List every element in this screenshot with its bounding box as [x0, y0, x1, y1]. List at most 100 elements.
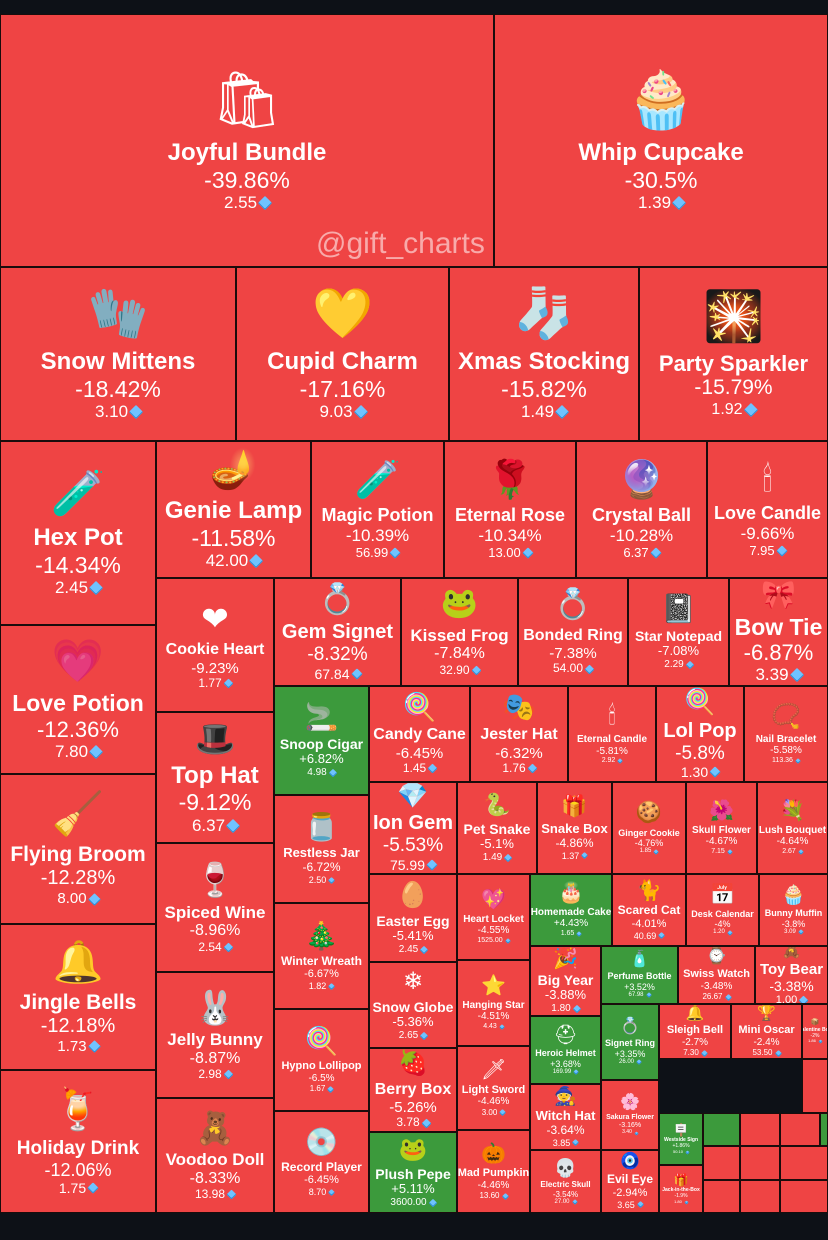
tile-candy-cane[interactable]: 🍭 Candy Cane -6.45% 1.45: [369, 686, 470, 782]
tile-small[interactable]: [740, 1146, 780, 1180]
tile-snoop-cigar[interactable]: 🚬 Snoop Cigar +6.82% 4.98: [274, 686, 369, 795]
watermark: @gift_charts: [316, 227, 485, 260]
tile-crystal-ball[interactable]: 🔮 Crystal Ball -10.28% 6.37: [576, 441, 707, 578]
tile-whip-cupcake[interactable]: 🧁 Whip Cupcake -30.5% 1.39: [494, 14, 828, 267]
tile-jester-hat[interactable]: 🎭 Jester Hat -6.32% 1.76: [470, 686, 568, 782]
sign-icon: 🪧: [673, 1123, 689, 1138]
tile-jack-in-the-box[interactable]: 🎁 Jack-in-the-Box -1.9% 1.80: [659, 1165, 703, 1213]
tile-kissed-frog[interactable]: 🐸 Kissed Frog -7.84% 32.90: [401, 578, 518, 686]
tile-change: -6.72%: [302, 860, 341, 875]
tile-sakura-flower[interactable]: 🌸 Sakura Flower -3.16% 3.40: [601, 1080, 659, 1150]
tile-hex-pot[interactable]: 🧪 Hex Pot -14.34% 2.45: [0, 441, 156, 625]
tile-evil-eye[interactable]: 🧿 Evil Eye -2.94% 3.65: [601, 1150, 659, 1213]
tile-lush-bouquet[interactable]: 💐 Lush Bouquet -4.64% 2.67: [757, 782, 828, 874]
tile-valentine-box[interactable]: 📦Valentine Box-2%1.86: [802, 1004, 828, 1059]
tile-heart-locket[interactable]: 💖 Heart Locket -4.55% 1525.00: [457, 874, 530, 960]
tile-gem-signet[interactable]: 💍 Gem Signet -8.32% 67.84: [274, 578, 401, 686]
tile-desk-calendar[interactable]: 📅 Desk Calendar -4% 1.20: [686, 874, 759, 946]
tile-cupid-charm[interactable]: 💛 Cupid Charm -17.16% 9.03: [236, 267, 449, 441]
tile-small[interactable]: [820, 1113, 828, 1146]
tile-small[interactable]: [802, 1059, 828, 1113]
tile-perfume-bottle[interactable]: 🧴 Perfume Bottle +3.52% 67.98: [601, 946, 678, 1004]
tile-eternal-candle[interactable]: 🕯 Eternal Candle -5.81% 2.92: [568, 686, 656, 782]
tile-nail-bracelet[interactable]: 📿 Nail Bracelet -5.58% 113.36: [744, 686, 828, 782]
tile-swiss-watch[interactable]: ⌚ Swiss Watch -3.48% 26.67: [678, 946, 755, 1004]
tile-name: Jelly Bunny: [167, 1030, 263, 1050]
tile-jingle-bells[interactable]: 🔔 Jingle Bells -12.18% 1.73: [0, 924, 156, 1070]
tile-toy-bear[interactable]: 🧸 Toy Bear -3.38% 1.00: [755, 946, 828, 1004]
tile-snake-box[interactable]: 🎁 Snake Box -4.86% 1.37: [537, 782, 612, 874]
tile-bow-tie[interactable]: 🎀 Bow Tie -6.87% 3.39: [729, 578, 828, 686]
tile-easter-egg[interactable]: 🥚 Easter Egg -5.41% 2.45: [369, 874, 457, 962]
diamond-icon: [328, 1188, 336, 1196]
tile-price: 3.40: [622, 1129, 632, 1136]
tile-ginger-cookie[interactable]: 🍪 Ginger Cookie -4.76% 1.85: [612, 782, 686, 874]
tile-signet-ring[interactable]: 💍 Signet Ring +3.35% 26.00: [601, 1004, 659, 1080]
tile-winter-wreath[interactable]: 🎄 Winter Wreath -6.67% 1.82: [274, 903, 369, 1009]
tile-small[interactable]: [740, 1180, 780, 1213]
tile-small[interactable]: [780, 1113, 820, 1146]
tile-price-row: 6.37: [192, 816, 241, 836]
tile-electric-skull[interactable]: 💀 Electric Skull -3.54% 27.00: [530, 1150, 601, 1213]
tile-voodoo-doll[interactable]: 🧸 Voodoo Doll -8.33% 13.98: [156, 1098, 274, 1213]
tile-homemade-cake[interactable]: 🎂 Homemade Cake +4.43% 1.65: [530, 874, 612, 946]
tile-small[interactable]: [740, 1113, 780, 1146]
tile-big-year[interactable]: 🎉 Big Year -3.88% 1.80: [530, 946, 601, 1016]
tile-change: -6.67%: [304, 968, 339, 981]
tile-small[interactable]: [703, 1113, 740, 1146]
tile-change: -14.34%: [35, 551, 121, 578]
tile-hanging-star[interactable]: ⭐ Hanging Star -4.51% 4.43: [457, 960, 530, 1046]
tile-record-player[interactable]: 💿 Record Player -6.45% 8.70: [274, 1111, 369, 1213]
tile-love-candle[interactable]: 🕯 Love Candle -9.66% 7.95: [707, 441, 828, 578]
tile-name: Jingle Bells: [19, 990, 137, 1014]
tile-westside-sign[interactable]: 🪧 Westside Sign +1.86% 50.10: [659, 1113, 703, 1165]
tile-lol-pop[interactable]: 🍭 Lol Pop -5.8% 1.30: [656, 686, 744, 782]
tile-mad-pumpkin[interactable]: 🎃 Mad Pumpkin -4.46% 13.60: [457, 1130, 530, 1213]
tile-skull-flower[interactable]: 🌺 Skull Flower -4.67% 7.15: [686, 782, 757, 874]
tile-small[interactable]: [703, 1180, 740, 1213]
tile-mini-oscar[interactable]: 🏆 Mini Oscar -2.4% 53.50: [731, 1004, 802, 1059]
tile-snow-globe[interactable]: ❄ Snow Globe -5.36% 2.65: [369, 962, 457, 1048]
tile-price-row: 42.00: [206, 551, 264, 571]
tile-small[interactable]: [703, 1146, 740, 1180]
tile-small[interactable]: [780, 1180, 828, 1213]
tile-magic-potion[interactable]: 🧪 Magic Potion -10.39% 56.99: [311, 441, 444, 578]
tile-scared-cat[interactable]: 🐈 Scared Cat -4.01% 40.69: [612, 874, 686, 946]
tile-genie-lamp[interactable]: 🪔 Genie Lamp -11.58% 42.00: [156, 441, 311, 578]
tile-cookie-heart[interactable]: ❤ Cookie Heart -9.23% 1.77: [156, 578, 274, 712]
tile-flying-broom[interactable]: 🧹 Flying Broom -12.28% 8.00: [0, 774, 156, 924]
tile-love-potion[interactable]: 💗 Love Potion -12.36% 7.80: [0, 625, 156, 774]
tile-eternal-rose[interactable]: 🌹 Eternal Rose -10.34% 13.00: [444, 441, 576, 578]
tile-bonded-ring[interactable]: 💍 Bonded Ring -7.38% 54.00: [518, 578, 628, 686]
tile-plush-pepe[interactable]: 🐸 Plush Pepe +5.11% 3600.00: [369, 1132, 457, 1213]
bracelet-icon: 📿: [771, 702, 801, 730]
tile-xmas-stocking[interactable]: 🧦 Xmas Stocking -15.82% 1.49: [449, 267, 639, 441]
tile-light-sword[interactable]: 🗡 Light Sword -4.46% 3.00: [457, 1046, 530, 1130]
tile-change: -12.36%: [37, 716, 119, 742]
tile-party-sparkler[interactable]: 🎇 Party Sparkler -15.79% 1.92: [639, 267, 828, 441]
tile-hypno-lollipop[interactable]: 🍭 Hypno Lollipop -6.5% 1.67: [274, 1009, 369, 1111]
tile-spiced-wine[interactable]: 🍷 Spiced Wine -8.96% 2.54: [156, 843, 274, 972]
tile-sleigh-bell[interactable]: 🔔 Sleigh Bell -2.7% 7.30: [659, 1004, 731, 1059]
tile-berry-box[interactable]: 🍓 Berry Box -5.26% 3.78: [369, 1048, 457, 1132]
tile-star-notepad[interactable]: 📓 Star Notepad -7.08% 2.29: [628, 578, 729, 686]
lollipop-icon: 🍭: [684, 687, 716, 716]
diamond-icon: [798, 995, 809, 1003]
jar-icon: 🫙: [304, 812, 339, 843]
tile-restless-jar[interactable]: 🫙 Restless Jar -6.72% 2.50: [274, 795, 369, 903]
tile-name: Witch Hat: [535, 1107, 596, 1123]
tile-snow-mittens[interactable]: 🧤 Snow Mittens -18.42% 3.10: [0, 267, 236, 441]
tile-heroic-helmet[interactable]: ⛑ Heroic Helmet +3.68% 169.99: [530, 1016, 601, 1084]
tile-holiday-drink[interactable]: 🍹 Holiday Drink -12.06% 1.75: [0, 1070, 156, 1213]
tile-joyful-bundle[interactable]: 🛍 Joyful Bundle -39.86% 2.55: [0, 14, 494, 267]
tile-top-hat[interactable]: 🎩 Top Hat -9.12% 6.37: [156, 712, 274, 843]
tile-witch-hat[interactable]: 🧙 Witch Hat -3.64% 3.85: [530, 1084, 601, 1150]
tile-jelly-bunny[interactable]: 🐰 Jelly Bunny -8.87% 2.98: [156, 972, 274, 1098]
tile-price-row: 27.00: [554, 1199, 578, 1206]
tile-bunny-muffin[interactable]: 🧁 Bunny Muffin -3.8% 3.09: [759, 874, 828, 946]
tile-pet-snake[interactable]: 🐍 Pet Snake -5.1% 1.49: [457, 782, 537, 874]
tile-change: -15.82%: [501, 375, 587, 402]
tile-small[interactable]: [780, 1146, 828, 1180]
tile-price: 1.49: [520, 402, 555, 422]
tile-ion-gem[interactable]: 💎 Ion Gem -5.53% 75.99: [369, 782, 457, 874]
